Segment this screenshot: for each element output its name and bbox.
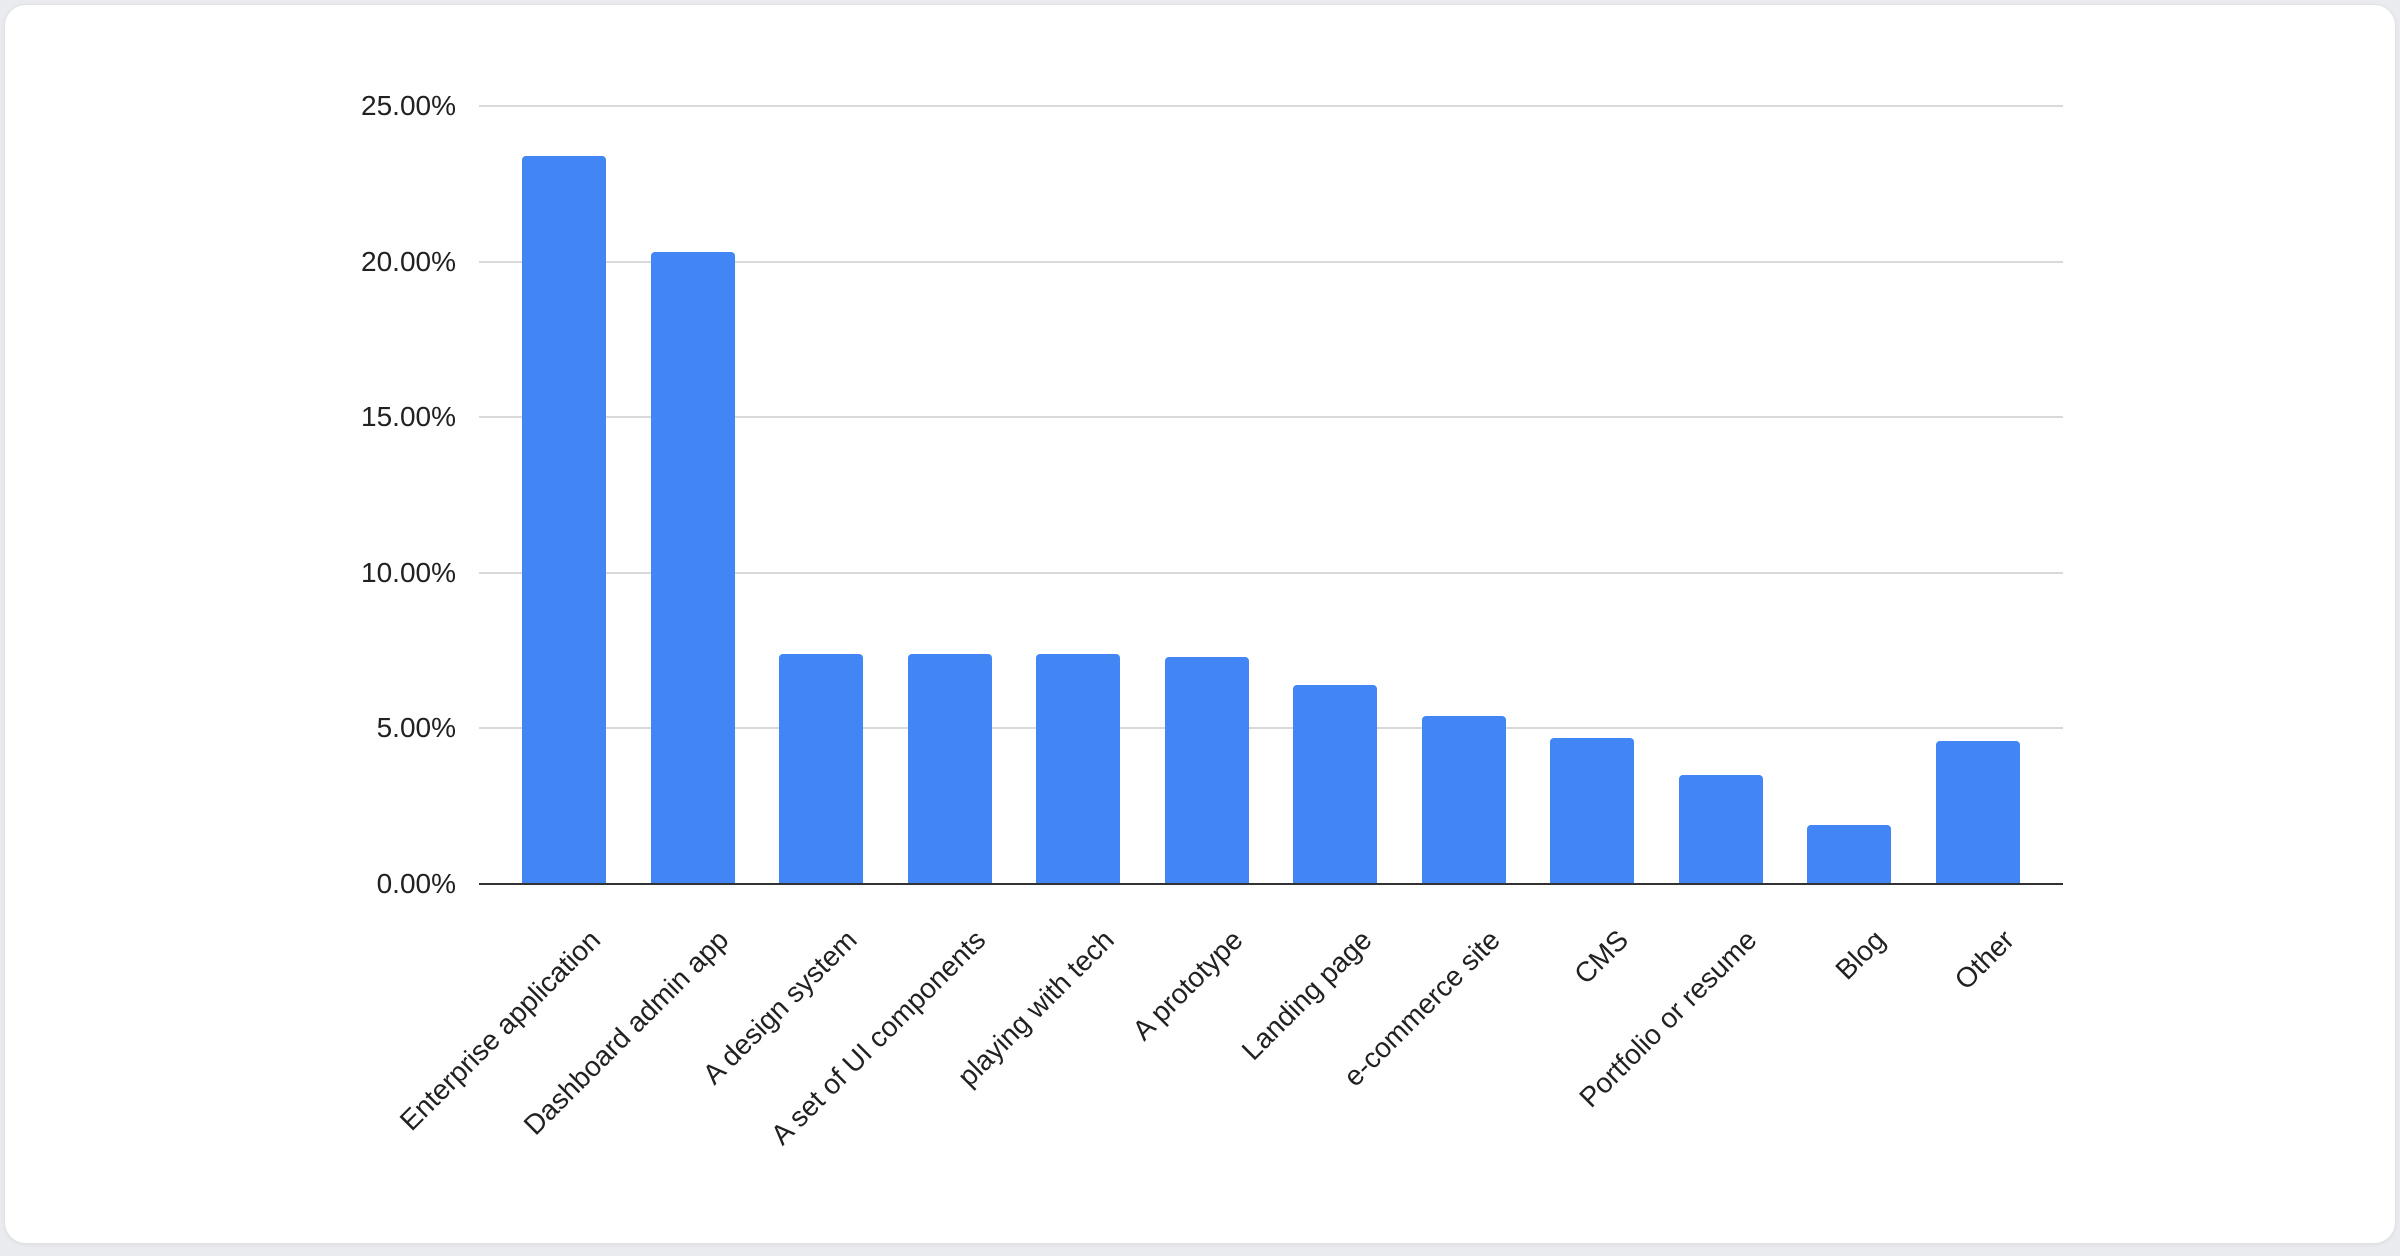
bar-slot-a-prototype xyxy=(1143,106,1272,884)
bar-slot-other xyxy=(1914,106,2043,884)
gridline-15 xyxy=(479,416,2063,419)
bar-playing-with-tech[interactable] xyxy=(1036,653,1121,884)
x-tick-label-blog: Blog xyxy=(1829,924,1892,986)
bar-slot-a-design-system xyxy=(757,106,886,884)
bar-landing-page[interactable] xyxy=(1293,684,1378,884)
gridline-20 xyxy=(479,260,2063,263)
bar-slot-playing-with-tech xyxy=(1014,106,1143,884)
bar-slot-e-commerce-site xyxy=(1400,106,1529,884)
plot-area xyxy=(479,105,2063,885)
bar-slot-landing-page xyxy=(1271,106,1400,884)
bar-slot-cms xyxy=(1528,106,1657,884)
x-tick-label-landing-page: Landing page xyxy=(1235,924,1378,1066)
chart-card: 0.00% 5.00% 10.00% 15.00% 20.00% 25.00% Enter… xyxy=(4,4,2396,1244)
y-tick-label-5: 5.00% xyxy=(376,712,456,744)
y-tick-label-15: 15.00% xyxy=(361,401,456,433)
bar-slot-dashboard-admin-app xyxy=(629,106,758,884)
bar-slot-portfolio-or-resume xyxy=(1657,106,1786,884)
y-tick-label-25: 25.00% xyxy=(361,90,456,121)
x-tick-label-other: Other xyxy=(1948,924,2020,996)
bar-portfolio-or-resume[interactable] xyxy=(1678,775,1763,884)
bar-slot-blog xyxy=(1785,106,1914,884)
bar-a-prototype[interactable] xyxy=(1164,656,1249,884)
bar-cms[interactable] xyxy=(1550,737,1635,884)
gridline-5 xyxy=(479,727,2063,730)
x-axis-line xyxy=(479,883,2063,885)
bar-enterprise-application[interactable] xyxy=(522,155,607,884)
bar-chart: 0.00% 5.00% 10.00% 15.00% 20.00% 25.00% Enter… xyxy=(5,5,2395,1243)
bar-blog[interactable] xyxy=(1807,824,1892,884)
x-tick-label-a-prototype: A prototype xyxy=(1126,924,1249,1047)
y-tick-label-0: 0.00% xyxy=(376,868,456,899)
bar-e-commerce-site[interactable] xyxy=(1421,715,1506,884)
x-tick-label-cms: CMS xyxy=(1568,924,1635,990)
bar-a-design-system[interactable] xyxy=(779,653,864,884)
gridline-10 xyxy=(479,571,2063,574)
bar-slot-a-set-of-ui-components xyxy=(886,106,1015,884)
bar-slot-enterprise-application xyxy=(500,106,629,884)
bar-a-set-of-ui-components[interactable] xyxy=(907,653,992,884)
bars-row xyxy=(479,106,2063,884)
bar-dashboard-admin-app[interactable] xyxy=(650,252,735,884)
gridline-25 xyxy=(479,105,2063,107)
y-tick-label-20: 20.00% xyxy=(361,245,456,277)
x-tick-label-a-set-of-ui-components: A set of UI components xyxy=(765,924,992,1151)
bar-other[interactable] xyxy=(1935,740,2020,884)
y-tick-label-10: 10.00% xyxy=(361,556,456,588)
